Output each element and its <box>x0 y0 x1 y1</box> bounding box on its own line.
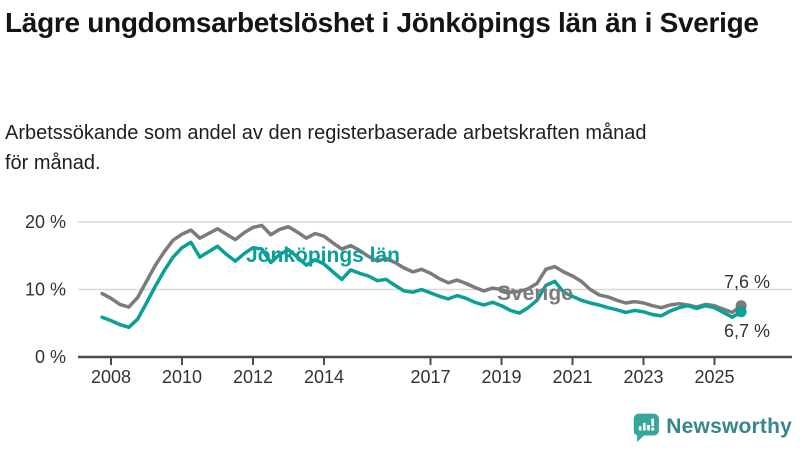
x-axis-tick-label: 2019 <box>481 367 521 387</box>
y-axis-tick-label: 20 % <box>25 212 66 232</box>
series-end-dot <box>735 306 747 318</box>
series-end-value-label: 7,6 % <box>724 272 770 292</box>
x-axis-tick-label: 2025 <box>694 367 734 387</box>
x-axis-tick-label: 2023 <box>623 367 663 387</box>
x-axis-tick-label: 2010 <box>162 367 202 387</box>
series-line <box>100 223 743 315</box>
newsworthy-logo: Newsworthy <box>632 410 792 444</box>
newsworthy-speech-bubble-bar-chart-icon <box>634 413 660 442</box>
x-axis-tick-label: 2008 <box>91 367 131 387</box>
series-line <box>100 240 743 330</box>
series-label: Jönköpings län <box>246 244 400 267</box>
x-axis-tick-label: 2021 <box>552 367 592 387</box>
series-end-value-label: 6,7 % <box>724 321 770 341</box>
series-label: Sverige <box>497 282 573 305</box>
x-axis-tick-label: 2014 <box>304 367 344 387</box>
chart-subtitle: Arbetssökande som andel av den registerb… <box>5 122 647 174</box>
x-axis-tick-label: 2012 <box>233 367 273 387</box>
chart-header: Lägre ungdomsarbetslöshet i Jönköpings l… <box>5 6 795 40</box>
y-axis-tick-label: 0 % <box>35 347 66 367</box>
page-title: Lägre ungdomsarbetslöshet i Jönköpings l… <box>5 7 759 38</box>
y-axis-tick-label: 10 % <box>25 280 66 300</box>
x-axis-tick-label: 2017 <box>410 367 450 387</box>
newsworthy-logo-text: Newsworthy <box>666 415 792 438</box>
